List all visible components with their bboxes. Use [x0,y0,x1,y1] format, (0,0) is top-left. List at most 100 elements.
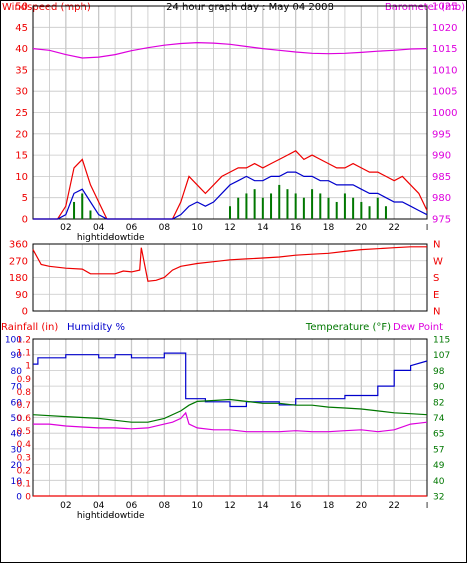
x-tick-label: 02 [60,501,71,511]
barometer-tick-label: 990 [432,151,451,162]
rain-tick-label: 0.9 [17,375,32,385]
temperature-axis-label: Temperature (°F) [305,322,391,333]
windspeed-tick-label: 0 [22,215,28,226]
x-tick-label: 06 [126,501,138,511]
tide-label: lowtide [112,511,145,521]
x-tick-label: 14 [257,223,269,233]
x-tick-label: 12 [224,223,235,233]
x-tick-label: 10 [191,501,203,511]
rain-tick-label: 0.6 [17,414,32,424]
dew-point-line [33,411,428,433]
humidity-tick-label: 60 [11,398,23,408]
rain-tick-label: 1.1 [17,349,31,359]
barometer-axis-label: Barometer (mb) [385,2,465,13]
temperature-tick-label: 32 [433,493,444,503]
windspeed-tick-label: 5 [22,193,28,204]
wind-direction-line [32,246,427,282]
humidity-tick-label: 0 [16,493,22,503]
rain-tick-label: 0.2 [17,466,31,476]
temperature-tick-label: 107 [433,351,450,361]
wind-plot-grid [32,5,428,220]
humidity-plot-grid [32,338,428,497]
direction-tick-label: 360 [9,240,28,251]
temperature-tick-label: 65 [433,430,444,440]
direction-tick-label: 180 [9,273,28,284]
plot-frame [32,243,428,312]
barometer-tick-label: 975 [432,215,451,226]
wind-gust-line [33,150,428,220]
windspeed-tick-label: 50 [15,2,28,13]
x-tick-label: 10 [191,223,203,233]
chart-panels: 0510152025303540455097598098599099510001… [5,2,458,522]
temperature-tick-label: 74 [433,414,445,424]
x-end-marker: I [426,223,428,232]
wind-green-bars [73,184,387,219]
x-tick-label: 22 [388,501,399,511]
humidity-tick-label: 10 [11,477,23,487]
x-tick-label: 14 [257,501,269,511]
windspeed-tick-label: 25 [15,108,28,119]
temperature-tick-label: 98 [433,367,445,377]
compass-label: N [433,307,440,318]
rain-tick-label: 0 [25,493,31,503]
x-tick-label: 20 [356,501,368,511]
humidity-axis-label: Humidity % [67,322,125,333]
windspeed-tick-label: 45 [15,23,28,34]
barometer-tick-label: 1010 [432,65,457,76]
humidity-tick-label: 80 [11,367,23,377]
rain-tick-label: 0.3 [17,453,31,463]
rain-tick-label: 0.4 [17,440,32,450]
x-tick-label: 18 [323,501,335,511]
dew-point-axis-label: Dew Point [393,322,443,333]
compass-label: N [433,240,440,251]
compass-label: S [433,273,439,284]
x-tick-label: 04 [93,501,105,511]
humidity-tick-label: 50 [11,414,23,424]
humidity-tick-label: 90 [11,351,23,361]
tide-label: hightide [77,511,114,521]
temperature-tick-label: 90 [433,383,445,393]
direction-tick-label: 0 [22,307,28,318]
tide-label: lowtide [112,233,145,243]
x-tick-label: 02 [60,223,71,233]
temperature-tick-label: 40 [433,477,445,487]
x-tick-label: 22 [388,223,399,233]
rain-tick-label: 0.7 [17,401,31,411]
temperature-tick-label: 57 [433,445,444,455]
barometer-line [32,41,428,59]
barometer-tick-label: 1015 [432,44,457,55]
barometer-tick-label: 980 [432,193,451,204]
compass-label: E [433,290,439,301]
rain-tick-label: 1 [25,362,31,372]
x-tick-label: 18 [323,223,335,233]
x-tick-label: 08 [159,223,171,233]
humidity-tick-label: 30 [11,445,23,455]
x-tick-label: 16 [290,501,302,511]
direction-tick-label: 90 [15,290,28,301]
barometer-tick-label: 1005 [432,87,457,98]
tide-label: hightide [77,233,114,243]
rain-tick-label: 0.8 [17,388,32,398]
rain-tick-label: 0.1 [17,479,31,489]
x-tick-label: 12 [224,501,235,511]
x-tick-label: 04 [93,223,105,233]
x-tick-label: 08 [159,501,171,511]
windspeed-tick-label: 35 [15,65,28,76]
barometer-tick-label: 1020 [432,23,457,34]
compass-label: W [433,256,443,267]
temperature-tick-label: 49 [433,461,445,471]
x-end-marker: I [426,501,428,510]
rain-tick-label: 0.5 [17,427,31,437]
windspeed-tick-label: 40 [15,44,28,55]
humidity-tick-label: 100 [5,336,22,346]
windspeed-tick-label: 10 [15,172,28,183]
x-tick-label: 16 [290,223,302,233]
temperature-tick-label: 82 [433,398,444,408]
humidity-tick-label: 40 [11,430,23,440]
windspeed-tick-label: 20 [15,129,28,140]
humidity-tick-label: 70 [11,383,23,393]
windspeed-tick-label: 15 [15,151,28,162]
